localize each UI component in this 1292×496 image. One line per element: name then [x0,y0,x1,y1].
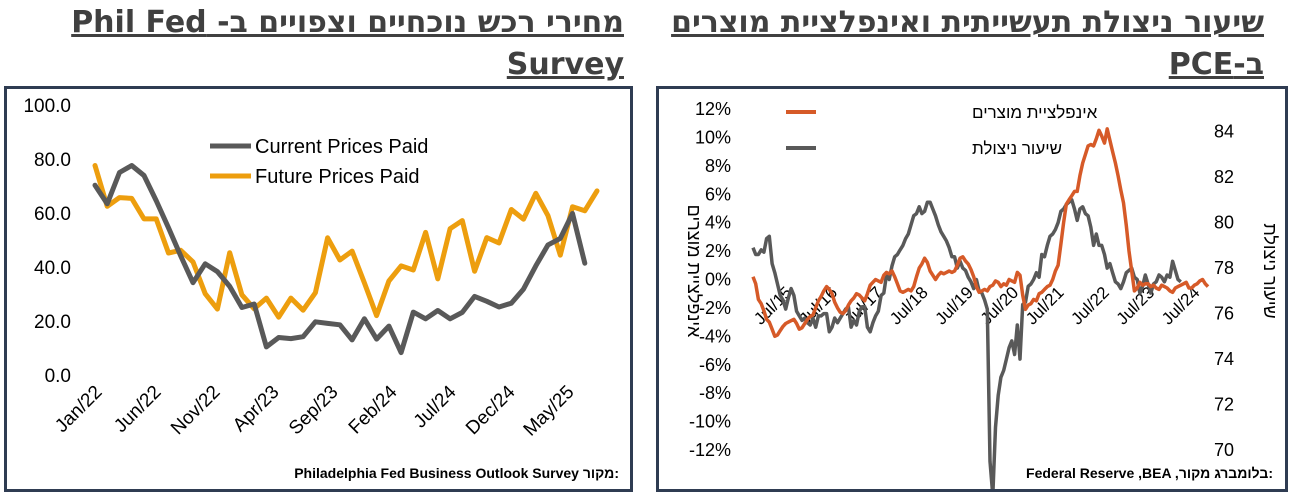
right-chart-left-y-tick: -6% [699,355,731,375]
left-x-tick-label: Jul/24 [410,381,461,432]
right-chart-left-y-tick: 12% [695,99,731,119]
left-x-tick-label: Feb/24 [345,381,402,438]
right-chart-right-y-tick: 78 [1214,258,1234,278]
left-chart-svg: 0.0 20.0 40.0 60.0 80.0 100.0 Jan/22 Jun/22 Nov/… [23,96,619,481]
right-chart-left-y-tick: -4% [699,326,731,346]
left-y-tick-label: 80.0 [34,150,71,171]
right-chart-right-y-tick: 84 [1214,122,1234,142]
left-y-tick-label: 40.0 [34,258,71,279]
right-chart-left-y-tick: -10% [689,412,731,432]
left-chart-title: מחירי רכש נוכחיים וצפויים ב- Phil Fed Su… [71,5,624,82]
left-x-tick-label: Dec/24 [462,381,520,439]
right-chart-left-y-tick: -2% [699,298,731,318]
right-chart-right-axis-label: שיעור ניצולת [1260,223,1280,318]
right-x-tick-label: Jul/24 [1158,283,1204,329]
right-chart-title: שיעור ניצולת תעשייתית ואינפלציית מוצרים … [671,5,1264,82]
right-source-note: Federal Reserve ,BEA , בלומברג מקור: [1026,465,1273,481]
goods-inflation-line [751,127,1210,339]
right-chart-left-y-tick: 0% [705,270,731,290]
left-legend-label: Future Prices Paid [255,166,420,188]
left-y-tick-label: 20.0 [34,312,71,333]
right-legend-label: אינפלציית מוצרים [972,103,1098,122]
right-chart-left-y-tick: 10% [695,127,731,147]
right-chart-right-y-tick: 76 [1214,304,1234,324]
right-chart-right-y-tick: 70 [1214,440,1234,460]
left-x-tick-label: Jan/22 [51,382,106,437]
right-chart-left-y-tick: 6% [705,184,731,204]
left-source-note: Philadelphia Fed Business Outlook Survey… [294,465,619,481]
utilization-rate-line [751,198,1182,496]
right-chart-left-y-tick: 8% [705,156,731,176]
right-chart-right-y-tick: 80 [1214,213,1234,233]
right-chart-right-y-tick: 82 [1214,167,1234,187]
right-chart-right-y-tick: 72 [1214,395,1234,415]
left-chart-panel: 0.0 20.0 40.0 60.0 80.0 100.0 Jan/22 Jun/22 Nov/… [4,86,633,492]
left-x-tick-label: Jun/22 [110,382,165,437]
right-chart-right-y-tick: 74 [1214,349,1234,369]
right-chart-left-axis-label: אינפלציית מוצרים [684,205,704,338]
right-chart-left-y-tick: 2% [705,241,731,261]
right-chart-panel: -12% -10% -8% -6% -4% -2% 0% 2% 4% 6% 8% 10% 12% 70 72… [656,86,1288,496]
left-legend-label: Current Prices Paid [255,136,428,158]
current-prices-paid-line [92,163,588,356]
right-legend-label: שיעור ניצולת [972,139,1062,158]
left-y-tick-label: 100.0 [23,96,71,117]
left-y-tick-label: 60.0 [34,204,71,225]
right-chart-left-y-tick: 4% [705,213,731,233]
right-x-tick-label: Jul/22 [1067,283,1113,329]
left-x-tick-label: May/25 [520,382,579,441]
left-x-tick-label: Sep/23 [285,382,342,439]
right-x-tick-label: Jul/19 [932,283,978,329]
left-y-tick-label: 0.0 [45,366,71,387]
left-x-tick-label: Apr/23 [229,382,283,436]
right-chart-left-y-tick: -8% [699,383,731,403]
right-chart-svg: -12% -10% -8% -6% -4% -2% 0% 2% 4% 6% 8% 10% 12% 70 72… [684,99,1280,496]
right-chart-left-y-tick: -12% [689,440,731,460]
left-x-tick-label: Nov/22 [167,382,224,439]
